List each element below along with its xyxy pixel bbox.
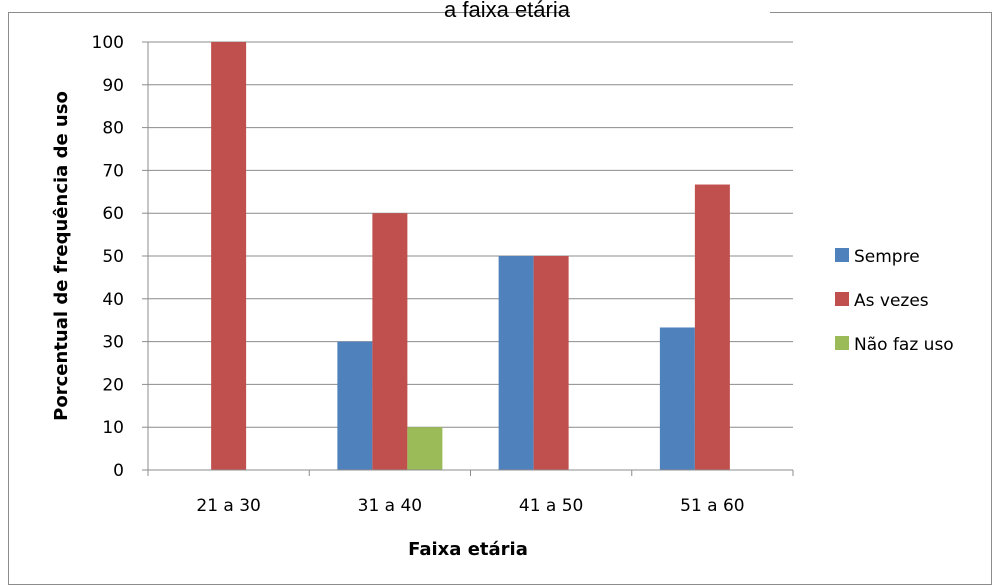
x-tick-label: 51 a 60 [680, 496, 745, 516]
y-tick-label: 70 [102, 161, 124, 181]
legend-swatch [835, 336, 849, 350]
y-tick-label: 80 [102, 119, 124, 139]
legend-label: As vezes [854, 291, 929, 311]
title-mask [570, 0, 770, 13]
y-tick-label: 60 [102, 204, 124, 224]
y-tick-label: 30 [102, 333, 124, 353]
bar-n-o-faz-uso-1 [407, 427, 443, 470]
y-tick-label: 10 [102, 418, 124, 438]
bar-as-vezes-2 [533, 256, 569, 470]
y-tick-label: 0 [113, 461, 124, 481]
x-tick-label: 21 a 30 [196, 496, 261, 516]
bar-as-vezes-1 [372, 213, 408, 470]
legend-swatch [835, 248, 849, 262]
bar-as-vezes-3 [694, 184, 730, 471]
legend-swatch [835, 292, 849, 306]
y-tick-label: 100 [92, 33, 124, 53]
y-tick-labels: 0 10 20 30 40 50 60 70 80 90 100 [92, 33, 124, 481]
y-tick-label: 90 [102, 76, 124, 96]
legend: Sempre As vezes Não faz uso [835, 247, 954, 355]
x-tick-labels: 21 a 30 31 a 40 41 a 50 51 a 60 [196, 496, 744, 516]
y-axis-title: Porcentual de frequência de uso [51, 91, 72, 421]
bar-sempre-3 [659, 327, 695, 470]
chart-title: a faixa etária [444, 0, 571, 22]
bars [211, 42, 730, 471]
title-clip [570, 12, 770, 22]
y-tick-label: 50 [102, 247, 124, 267]
legend-label: Não faz uso [854, 335, 954, 355]
legend-label: Sempre [854, 247, 920, 267]
bar-as-vezes-0 [211, 42, 247, 470]
x-tick-label: 41 a 50 [519, 496, 584, 516]
x-tick-label: 31 a 40 [358, 496, 423, 516]
bar-sempre-1 [337, 341, 373, 470]
bar-sempre-2 [498, 256, 534, 470]
y-tick-label: 40 [102, 290, 124, 310]
x-axis-title: Faixa etária [408, 539, 528, 560]
y-tick-label: 20 [102, 375, 124, 395]
